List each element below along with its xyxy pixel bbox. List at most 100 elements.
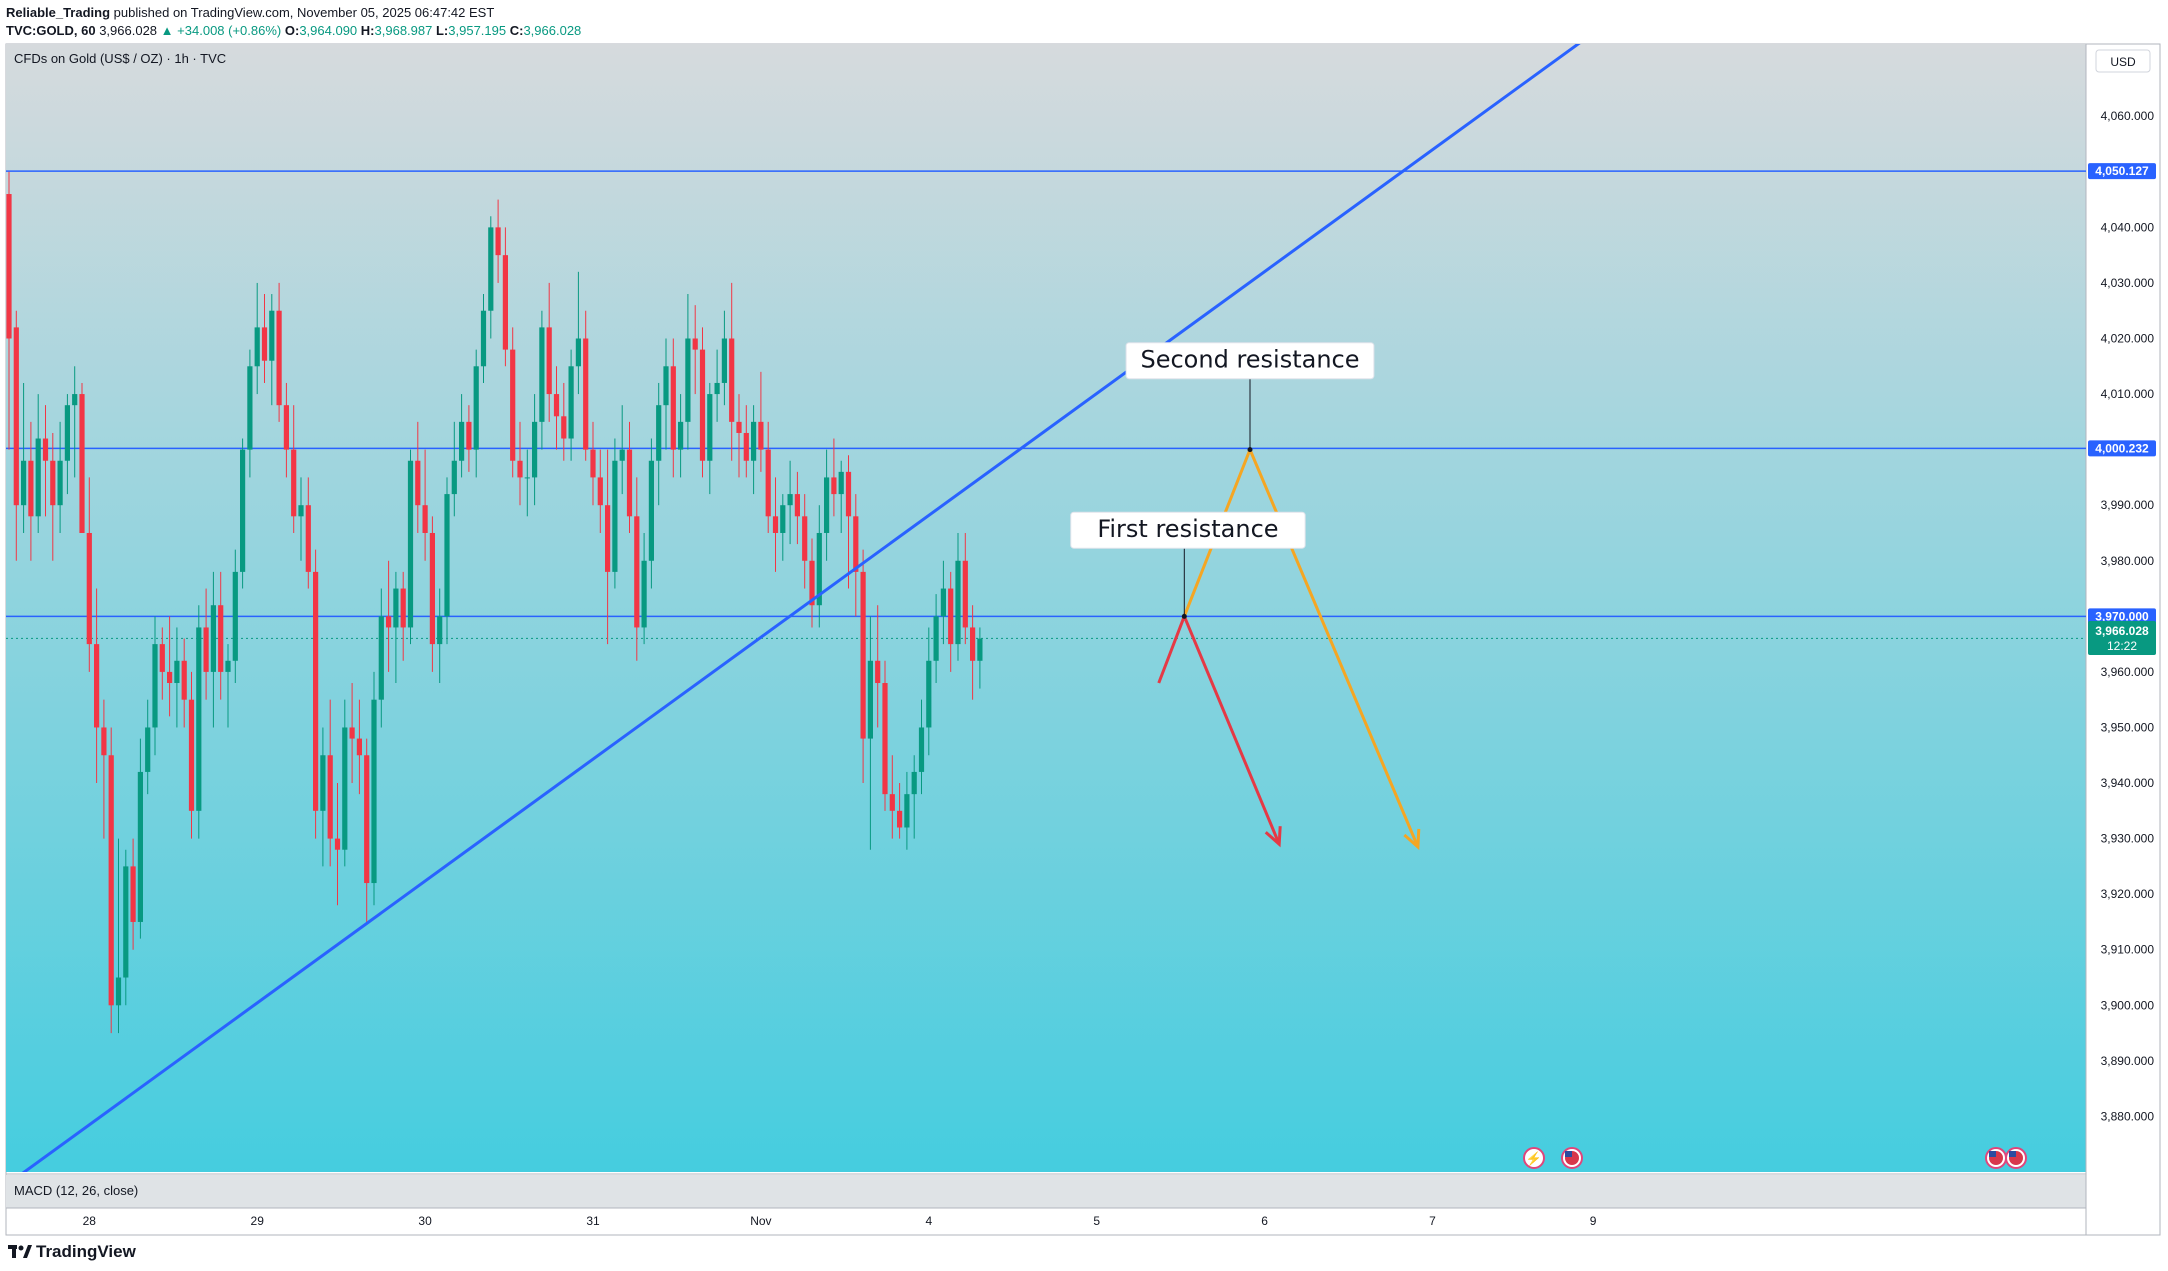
- price-tick-label: 3,900.000: [2101, 998, 2155, 1012]
- candle-body: [269, 310, 275, 361]
- price-tick-label: 3,920.000: [2101, 887, 2155, 901]
- candle-body: [575, 338, 581, 367]
- callout-text: First resistance: [1097, 515, 1278, 543]
- candle-body: [254, 327, 260, 367]
- time-tick-label: 28: [83, 1214, 97, 1228]
- candle-body: [568, 366, 574, 439]
- candle-body: [181, 660, 187, 700]
- candle-body: [210, 605, 216, 672]
- candle-body: [743, 432, 749, 461]
- close-label: C:: [509, 23, 524, 38]
- candle-body: [313, 571, 319, 811]
- candle-body: [276, 310, 282, 406]
- callout-box: [1125, 342, 1375, 380]
- us-flag-event-icon[interactable]: [1985, 1147, 2007, 1169]
- plot-area[interactable]: [6, 44, 2086, 1172]
- level-labels: 4,050.127 4,000.232 3,970.000: [2088, 163, 2156, 625]
- candle-body: [553, 394, 560, 417]
- time-tick-label: 7: [1429, 1214, 1436, 1228]
- candle-body: [35, 438, 41, 517]
- currency-button[interactable]: [2095, 49, 2151, 73]
- candle-body: [524, 477, 530, 479]
- price-tick-label: 4,010.000: [2101, 387, 2155, 401]
- currency-label: USD: [2110, 55, 2136, 69]
- publisher-line: Reliable_Trading published on TradingVie…: [6, 4, 581, 22]
- candle-body: [334, 838, 341, 850]
- candle-body: [393, 588, 399, 628]
- macd-label[interactable]: MACD (12, 26, close): [14, 1183, 138, 1198]
- publisher-name[interactable]: Reliable_Trading: [6, 5, 111, 20]
- candle-body: [736, 421, 742, 433]
- candle-body: [86, 532, 92, 645]
- candle-body: [612, 460, 618, 572]
- candle-body: [970, 627, 976, 661]
- macd-pane[interactable]: [6, 1175, 2086, 1208]
- trendline[interactable]: [9, 38, 1586, 1183]
- candle-body: [167, 671, 173, 684]
- candle-body: [699, 349, 706, 461]
- candle-body: [940, 588, 946, 617]
- candle-body: [356, 738, 362, 756]
- us-flag-event-icon[interactable]: [1561, 1147, 1583, 1169]
- candle-body: [583, 338, 589, 450]
- candle-body: [751, 421, 757, 461]
- price-axis[interactable]: 3,880.000 3,890.000 3,900.000 3,910.000 3,92…: [2101, 109, 2155, 1123]
- candle-body: [794, 494, 800, 517]
- price-change: +34.008 (+0.86%): [177, 23, 282, 38]
- chart-header: Reliable_Trading published on TradingVie…: [6, 4, 581, 40]
- candle-body: [911, 771, 917, 795]
- us-flag-event-icon[interactable]: [2005, 1147, 2027, 1169]
- high-label: H:: [360, 23, 375, 38]
- candle-body: [663, 366, 669, 406]
- price-tick-label: 4,060.000: [2101, 109, 2155, 123]
- candle-body: [13, 327, 19, 506]
- callout-box: [1070, 511, 1306, 549]
- candle-body: [882, 683, 888, 795]
- candle-body: [473, 366, 479, 450]
- candle-body: [196, 627, 202, 811]
- candle-body: [495, 227, 501, 256]
- candle-body: [64, 405, 70, 461]
- candle-body: [422, 505, 428, 533]
- lightning-event-icon[interactable]: ⚡: [1523, 1147, 1545, 1169]
- price-tick-label: 3,930.000: [2101, 832, 2155, 846]
- callout-text: Second resistance: [1140, 346, 1359, 374]
- candle-body: [152, 644, 158, 728]
- price-tick-label: 3,910.000: [2101, 943, 2155, 957]
- candle-body: [115, 977, 122, 1006]
- candle-body: [364, 755, 370, 884]
- candle-body: [6, 194, 12, 339]
- orange-projection-path-arrowhead: [1403, 828, 1421, 851]
- candle-body: [291, 449, 297, 517]
- candle-body: [590, 449, 596, 478]
- candle-body: [831, 477, 837, 495]
- candle-body: [933, 616, 939, 661]
- candle-body: [123, 866, 129, 978]
- chart-legend-title[interactable]: CFDs on Gold (US$ / OZ) · 1h · TVC: [14, 51, 226, 66]
- time-tick-label: 29: [251, 1214, 265, 1228]
- candle-body: [108, 755, 114, 1006]
- candle-body: [101, 727, 107, 756]
- tradingview-logo[interactable]: TradingView: [8, 1242, 136, 1262]
- candle-body: [349, 727, 355, 739]
- candle-body: [772, 516, 779, 533]
- time-tick-label: 31: [586, 1214, 600, 1228]
- high-value: 3,968.987: [374, 23, 433, 38]
- price-tick-label: 3,990.000: [2101, 498, 2155, 512]
- candle-body: [626, 449, 633, 517]
- time-axis[interactable]: 28 29 30 31 Nov 4 5 6 7 9: [83, 1214, 1597, 1228]
- candle-body: [853, 516, 859, 572]
- candle-body: [707, 394, 713, 461]
- candle-body: [225, 660, 231, 672]
- candle-body: [502, 255, 508, 350]
- candle-body: [780, 505, 786, 533]
- candle-body: [429, 532, 435, 645]
- candle-body: [962, 560, 968, 628]
- price-tick-label: 3,960.000: [2101, 665, 2155, 679]
- price-tick-label: 4,020.000: [2101, 332, 2155, 346]
- annotations[interactable]: Second resistance First resistance: [1070, 342, 1375, 617]
- candle-body: [400, 588, 406, 628]
- level-price-badge: [2088, 440, 2156, 457]
- candle-body: [926, 660, 932, 728]
